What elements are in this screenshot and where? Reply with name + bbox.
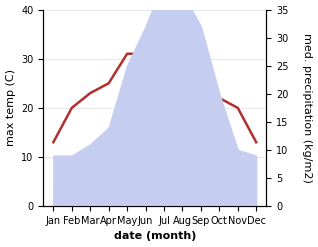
Y-axis label: med. precipitation (kg/m2): med. precipitation (kg/m2) — [302, 33, 313, 183]
Y-axis label: max temp (C): max temp (C) — [5, 69, 16, 146]
X-axis label: date (month): date (month) — [114, 231, 196, 242]
